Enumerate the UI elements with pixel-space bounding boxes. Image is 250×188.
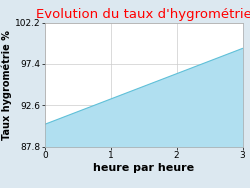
Y-axis label: Taux hygrométrie %: Taux hygrométrie %	[2, 30, 12, 139]
X-axis label: heure par heure: heure par heure	[93, 163, 194, 173]
Title: Evolution du taux d'hygrométrie: Evolution du taux d'hygrométrie	[36, 8, 250, 21]
